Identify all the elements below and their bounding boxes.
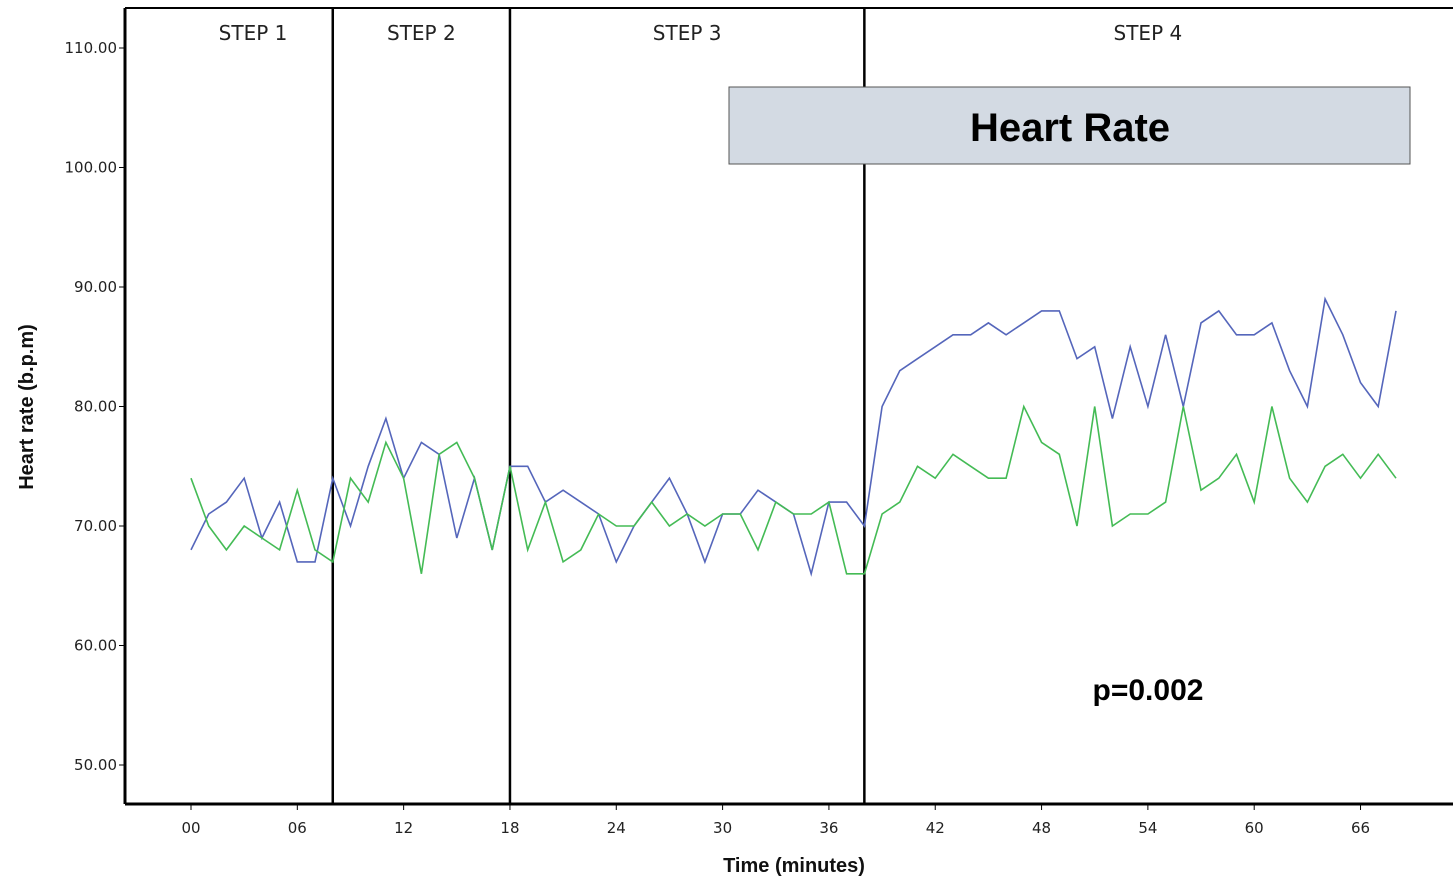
- x-axis-ticks: 00 06 12 18 24 30 36 42 48 54 60 66: [181, 804, 1370, 837]
- y-axis-ticks: 50.00 60.00 70.00 80.00 90.00 100.00 110.00: [65, 39, 125, 774]
- x-tick-label: 06: [288, 819, 307, 837]
- y-tick-label: 50.00: [74, 756, 117, 774]
- chart-title: Heart Rate: [970, 106, 1170, 150]
- y-tick-label: 60.00: [74, 637, 117, 655]
- x-tick-label: 60: [1245, 819, 1264, 837]
- y-tick-label: 110.00: [65, 39, 118, 57]
- step-label: STEP 4: [1114, 21, 1183, 45]
- x-tick-label: 00: [181, 819, 200, 837]
- y-axis-title: Heart rate (b.p.m): [16, 324, 38, 490]
- x-tick-label: 12: [394, 819, 413, 837]
- x-tick-label: 36: [819, 819, 838, 837]
- series-line-2: [190, 404, 1397, 575]
- x-tick-label: 66: [1351, 819, 1370, 837]
- series-line-1: [190, 296, 1397, 577]
- x-tick-label: 42: [926, 819, 945, 837]
- y-tick-label: 80.00: [74, 398, 117, 416]
- title-box: [728, 86, 1411, 165]
- p-value-annotation: p=0.002: [1093, 674, 1204, 707]
- y-tick-label: 90.00: [74, 278, 117, 296]
- x-tick-label: 30: [713, 819, 732, 837]
- step-label: STEP 3: [653, 21, 722, 45]
- x-tick-label: 48: [1032, 819, 1051, 837]
- x-tick-label: 24: [607, 819, 626, 837]
- step-label: STEP 2: [387, 21, 456, 45]
- y-tick-label: 70.00: [74, 517, 117, 535]
- x-tick-label: 54: [1138, 819, 1157, 837]
- x-axis-title: Time (minutes): [723, 855, 865, 877]
- x-tick-label: 18: [500, 819, 519, 837]
- step-labels: STEP 1 STEP 2 STEP 3 STEP 4: [219, 21, 1183, 45]
- step-label: STEP 1: [219, 21, 288, 45]
- series-lines: [190, 296, 1397, 577]
- y-tick-label: 100.00: [65, 159, 118, 177]
